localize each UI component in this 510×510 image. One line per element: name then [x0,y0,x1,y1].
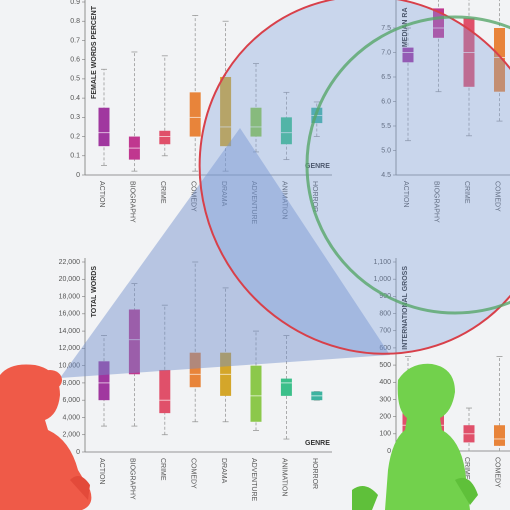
box [189,352,201,388]
avatar-green [352,363,478,510]
y-tick-label: 0.6 [70,57,80,64]
lens [198,0,510,355]
focus-ring [305,15,510,315]
y-tick-label: 0.3 [70,114,80,121]
y-axis-title: TOTAL WORDS [91,266,98,318]
x-tick-label: BIOGRAPHY [433,181,440,223]
box [280,117,292,145]
y-tick-label: 10,000 [59,362,81,369]
y-tick-label: 600 [379,345,391,352]
x-tick-label: HORROR [311,181,318,212]
box [494,28,505,92]
y-tick-label: 6.0 [381,98,391,105]
box [159,369,171,414]
box [433,8,444,38]
box [220,76,232,147]
avatar-red [0,364,92,510]
lens-beam [60,128,390,378]
y-tick-label: 7.0 [381,49,391,56]
y-tick-label: 22,000 [59,259,81,266]
y-tick-label: 0 [76,449,80,456]
y-tick-label: 2,000 [62,432,80,439]
box [494,425,505,446]
x-tick-label: CRIME [159,181,166,204]
x-tick-label: DRAMA [220,458,227,484]
x-axis-title: GENRE [305,440,330,447]
y-tick-label: 6.5 [381,74,391,81]
y-tick-label: 16,000 [59,311,81,318]
box [98,107,110,147]
x-tick-label: ANIMATION [281,181,288,219]
box [189,92,201,137]
y-tick-label: 0.7 [70,37,80,44]
box [98,361,110,401]
x-tick-label: CRIME [159,458,166,481]
box [250,365,262,422]
y-axis-title: INTERNATIONAL GROSS [402,266,409,350]
y-tick-label: 200 [379,413,391,420]
y-tick-label: 0.2 [70,133,80,140]
x-tick-label: ADVENTURE [250,181,257,225]
box [128,309,140,375]
y-tick-label: 0.5 [70,76,80,83]
y-tick-label: 4,000 [62,414,80,421]
y-tick-label: 500 [379,362,391,369]
y-tick-label: 0 [76,172,80,179]
y-tick-label: 5.5 [381,123,391,130]
x-tick-label: HORROR [311,458,318,489]
y-tick-label: 8,000 [62,380,80,387]
x-tick-label: ANIMATION [281,458,288,496]
box [250,107,262,137]
y-tick-label: 800 [379,310,391,317]
x-tick-label: ACTION [402,181,409,207]
y-tick-label: 400 [379,379,391,386]
box [159,130,171,145]
y-tick-label: 0 [387,448,391,455]
x-axis-title: GENRE [305,163,330,170]
y-tick-label: 6,000 [62,397,80,404]
y-tick-label: 18,000 [59,293,81,300]
x-tick-label: CRIME [463,181,470,204]
x-tick-label: COMEDY [189,458,196,489]
x-tick-label: BIOGRAPHY [129,458,136,500]
y-axis-title: FEMALE WORDS PERCENT [91,5,98,99]
y-tick-label: 0.4 [70,95,80,102]
y-tick-label: 1,000 [373,276,391,283]
x-tick-label: COMEDY [494,457,501,488]
y-tick-label: 20,000 [59,276,81,283]
y-tick-label: 14,000 [59,328,81,335]
x-tick-label: BIOGRAPHY [129,181,136,223]
x-tick-label: ADVENTURE [250,458,257,502]
x-tick-label: DRAMA [220,181,227,207]
x-tick-label: ACTION [98,181,105,207]
y-tick-label: 1,100 [373,259,391,266]
x-tick-label: CRIME [463,457,470,480]
y-tick-label: 0.9 [70,0,80,6]
x-tick-label: COMEDY [189,181,196,212]
x-tick-label: COMEDY [494,181,501,212]
y-tick-label: 100 [379,431,391,438]
box [402,47,414,63]
y-tick-label: 700 [379,328,391,335]
y-tick-label: 0.8 [70,18,80,25]
y-tick-label: 4.5 [381,172,391,179]
y-tick-label: 300 [379,396,391,403]
y-tick-label: 5.0 [381,147,391,154]
x-tick-label: ACTION [98,458,105,484]
y-axis-title: MEDIAN RA [402,8,409,48]
y-tick-label: 12,000 [59,345,81,352]
y-tick-label: 0.1 [70,153,80,160]
box [280,378,292,396]
y-tick-label: 7.5 [381,25,391,32]
